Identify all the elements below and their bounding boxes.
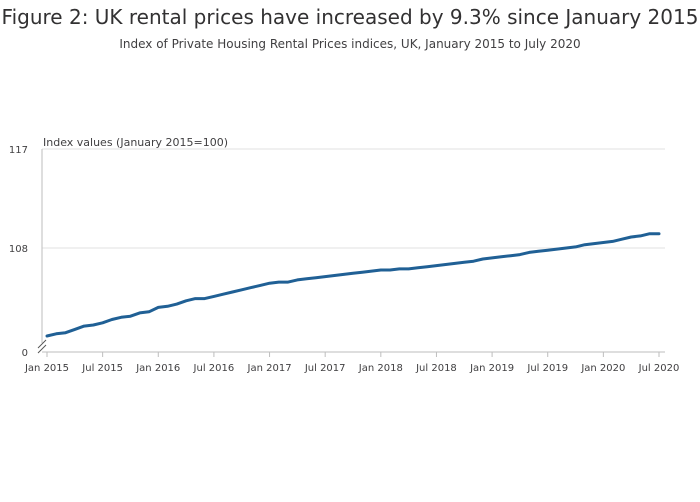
x-tick-label: Jan 2016 — [135, 363, 180, 374]
x-tick-label: Jul 2017 — [304, 363, 346, 374]
y-tick-label: 117 — [9, 145, 28, 156]
x-tick-label: Jul 2015 — [81, 363, 123, 374]
series — [45, 232, 661, 338]
x-tick-label: Jan 2015 — [24, 363, 69, 374]
y-axis-title: Index values (January 2015=100) — [43, 136, 228, 149]
x-tick-label: Jul 2016 — [193, 363, 235, 374]
break-stroke — [37, 339, 47, 349]
chart-title: Figure 2: UK rental prices have increase… — [1, 5, 699, 29]
grid-lines — [42, 148, 665, 249]
x-tick-label: Jan 2018 — [358, 363, 403, 374]
series-line-0 — [45, 232, 661, 338]
axes — [37, 149, 665, 354]
x-tick-label: Jan 2020 — [580, 363, 625, 374]
break-stroke — [37, 344, 47, 354]
x-tick-label: Jan 2017 — [247, 363, 292, 374]
x-tick-label: Jan 2019 — [469, 363, 514, 374]
y-tick-label: 0 — [22, 348, 28, 359]
y-tick-labels: 0 108 117 — [9, 145, 28, 359]
x-tick-label: Jul 2020 — [638, 363, 680, 374]
x-tick-label: Jul 2018 — [415, 363, 457, 374]
x-tick-labels: Jan 2015 Jul 2015 Jan 2016 Jul 2016 Jan 2017… — [24, 352, 679, 374]
chart-subtitle: Index of Private Housing Rental Prices i… — [119, 37, 581, 51]
x-tick-label: Jul 2019 — [526, 363, 568, 374]
y-axis-break-marker — [37, 339, 47, 354]
y-tick-label: 108 — [9, 244, 28, 255]
